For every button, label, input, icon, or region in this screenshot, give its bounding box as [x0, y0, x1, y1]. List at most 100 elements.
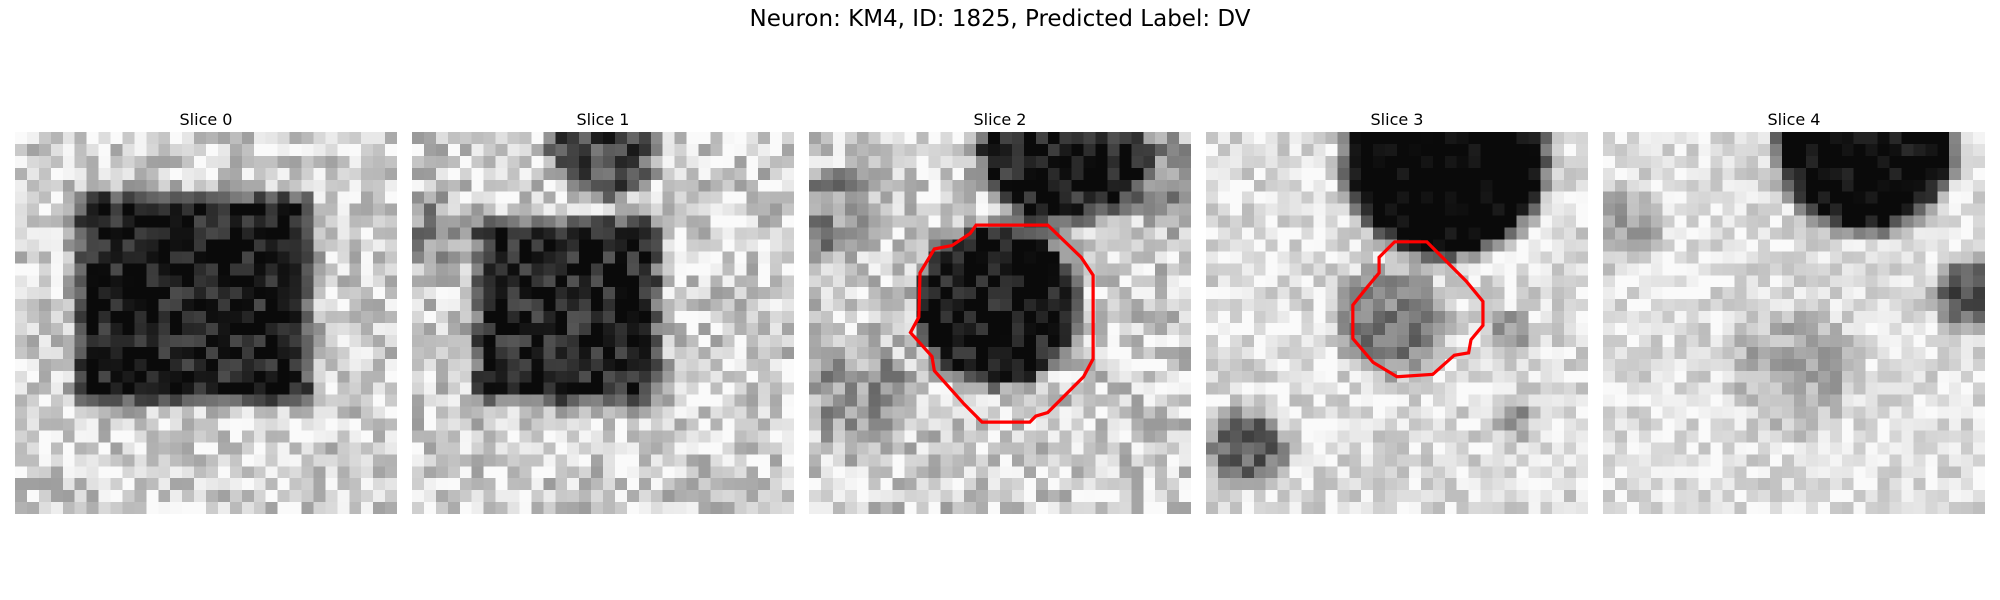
image-pixel	[650, 406, 663, 419]
image-pixel	[638, 334, 651, 348]
image-pixel	[337, 143, 350, 157]
image-pixel	[856, 155, 869, 169]
image-pixel	[1853, 394, 1866, 407]
image-pixel	[495, 406, 508, 419]
image-pixel	[603, 239, 616, 252]
image-pixel	[349, 191, 362, 204]
image-pixel	[1217, 287, 1231, 300]
image-pixel	[1373, 466, 1386, 479]
image-pixel	[1107, 442, 1120, 455]
image-pixel	[1614, 191, 1628, 204]
image-pixel	[976, 263, 989, 276]
image-pixel	[1552, 382, 1565, 395]
image-pixel	[1770, 370, 1783, 383]
image-pixel	[170, 478, 183, 491]
image-pixel	[182, 466, 195, 479]
image-pixel	[916, 155, 929, 169]
image-pixel	[1770, 323, 1783, 336]
image-pixel	[1361, 299, 1374, 312]
image-pixel	[844, 323, 857, 336]
image-pixel	[1313, 191, 1326, 204]
image-pixel	[1662, 406, 1675, 419]
image-pixel	[110, 191, 123, 204]
image-pixel	[1289, 394, 1302, 407]
image-pixel	[1253, 311, 1266, 324]
image-pixel	[1301, 406, 1314, 419]
image-pixel	[626, 334, 640, 348]
image-pixel	[1035, 418, 1048, 431]
image-pixel	[373, 370, 386, 383]
image-pixel	[844, 478, 857, 491]
image-pixel	[361, 442, 374, 455]
image-pixel	[15, 299, 28, 312]
image-pixel	[110, 132, 123, 145]
image-pixel	[746, 502, 759, 514]
image-pixel	[758, 502, 771, 514]
image-pixel	[229, 227, 243, 240]
image-pixel	[1217, 394, 1231, 407]
image-pixel	[650, 251, 663, 264]
image-pixel	[1841, 287, 1854, 300]
image-pixel	[868, 430, 881, 443]
image-pixel	[1949, 132, 1962, 145]
image-pixel	[1961, 227, 1974, 240]
image-pixel	[1626, 227, 1640, 240]
image-pixel	[1614, 358, 1628, 371]
image-pixel	[892, 227, 905, 240]
image-pixel	[146, 227, 159, 240]
image-pixel	[1480, 478, 1493, 491]
image-pixel	[964, 442, 977, 455]
image-pixel	[579, 418, 592, 431]
image-pixel	[158, 275, 171, 288]
image-pixel	[1023, 454, 1037, 467]
image-pixel	[170, 179, 183, 192]
image-pixel	[507, 323, 520, 336]
image-pixel	[1889, 299, 1902, 312]
image-pixel	[1143, 299, 1156, 312]
image-pixel	[1614, 203, 1628, 216]
image-pixel	[1516, 406, 1529, 419]
image-pixel	[988, 203, 1001, 216]
image-pixel	[15, 179, 28, 192]
image-pixel	[62, 167, 75, 180]
image-pixel	[217, 263, 231, 276]
image-pixel	[122, 346, 135, 360]
image-pixel	[758, 394, 771, 407]
image-pixel	[952, 311, 965, 324]
image-pixel	[182, 454, 195, 467]
image-pixel	[1229, 418, 1243, 431]
image-pixel	[206, 490, 219, 503]
image-pixel	[1805, 442, 1819, 455]
image-pixel	[988, 191, 1001, 204]
image-pixel	[1913, 239, 1926, 252]
image-pixel	[301, 263, 314, 276]
image-pixel	[591, 478, 604, 491]
image-pixel	[1155, 442, 1168, 455]
image-pixel	[844, 466, 857, 479]
image-pixel	[1576, 406, 1588, 419]
image-pixel	[1420, 370, 1434, 383]
image-pixel	[1492, 251, 1505, 264]
image-pixel	[62, 490, 75, 503]
image-pixel	[194, 430, 207, 443]
image-pixel	[1492, 346, 1505, 360]
image-pixel	[62, 358, 75, 371]
image-pixel	[98, 502, 111, 514]
image-pixel	[1456, 418, 1469, 431]
image-pixel	[1047, 179, 1060, 192]
image-pixel	[928, 454, 941, 467]
image-pixel	[194, 442, 207, 455]
image-pixel	[1349, 132, 1362, 145]
image-pixel	[976, 490, 989, 503]
image-pixel	[265, 227, 278, 240]
image-pixel	[1206, 406, 1219, 419]
image-pixel	[1626, 287, 1640, 300]
image-pixel	[447, 251, 460, 264]
image-pixel	[626, 406, 640, 419]
image-pixel	[1817, 203, 1831, 216]
image-pixel	[98, 466, 111, 479]
image-pixel	[1206, 179, 1219, 192]
image-pixel	[892, 275, 905, 288]
image-pixel	[385, 191, 397, 204]
image-pixel	[373, 191, 386, 204]
